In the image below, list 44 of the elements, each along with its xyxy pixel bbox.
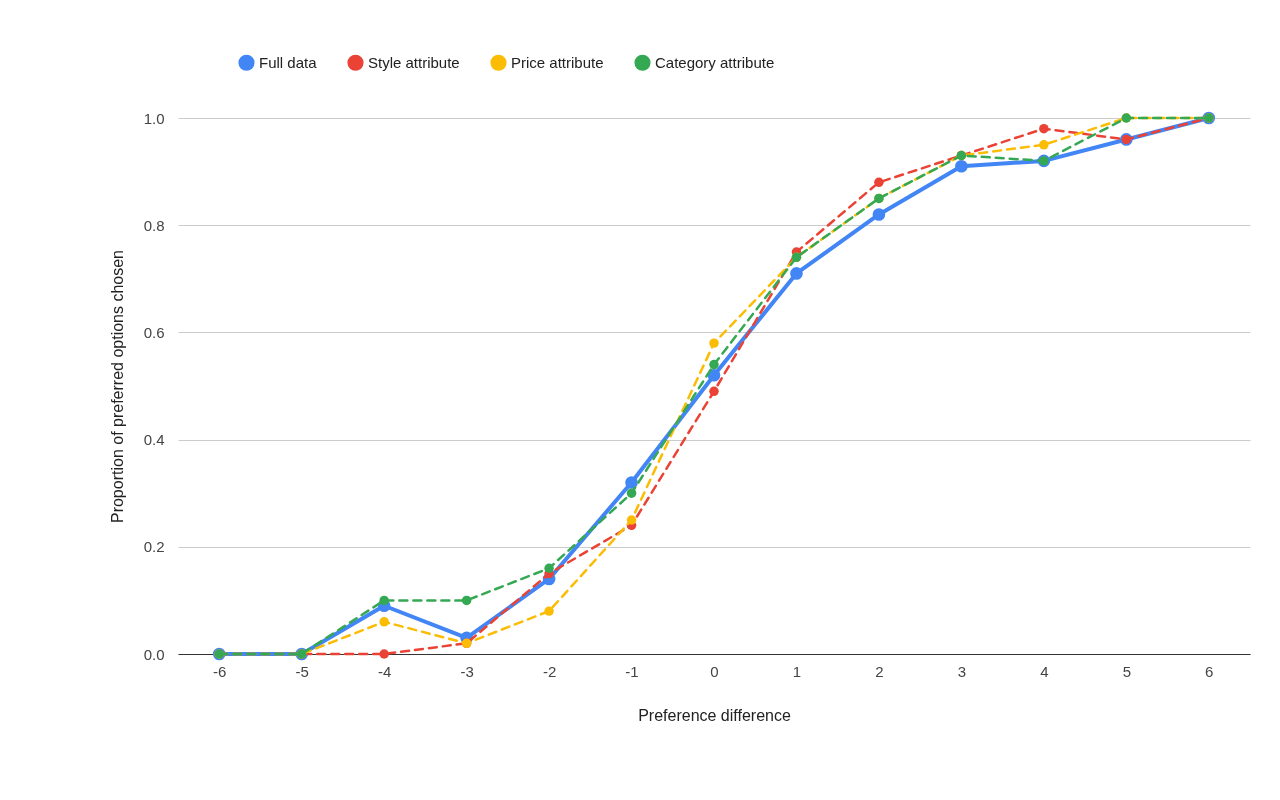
- x-tick-label: 0: [710, 662, 719, 680]
- point: [709, 338, 719, 348]
- legend-label: Category attribute: [655, 53, 775, 71]
- x-tick-label: 5: [1122, 662, 1131, 680]
- point: [379, 649, 389, 659]
- y-axis-title: Proportion of preferred options chosen: [108, 249, 126, 524]
- point: [625, 476, 638, 489]
- x-tick-label: -3: [460, 662, 474, 680]
- point: [626, 515, 637, 525]
- x-tick-label: 1: [792, 662, 802, 680]
- y-tick-label: 0.6: [143, 323, 165, 341]
- point: [461, 595, 472, 606]
- point: [544, 563, 554, 573]
- x-tick-label: 4: [1040, 662, 1049, 680]
- point: [379, 617, 389, 627]
- x-tick-label: -4: [377, 662, 392, 680]
- point: [707, 368, 721, 382]
- legend-label: Price attribute: [511, 53, 604, 71]
- point: [709, 386, 719, 397]
- legend-label: Full data: [259, 53, 318, 71]
- x-tick-label: 3: [957, 662, 967, 680]
- point: [1039, 123, 1049, 134]
- y-tick-label: 0.4: [143, 431, 165, 449]
- legend-label: Style attribute: [368, 53, 460, 71]
- y-tick-label: 1.0: [143, 109, 165, 127]
- x-tick-label: 6: [1205, 662, 1214, 680]
- point: [790, 267, 803, 280]
- point: [379, 595, 389, 606]
- x-tick-label: -1: [625, 662, 639, 680]
- x-tick-label: 2: [875, 662, 884, 680]
- x-tick-label: -6: [213, 662, 227, 680]
- y-tick-label: 0.8: [143, 216, 165, 234]
- point: [709, 359, 719, 370]
- point: [544, 606, 554, 616]
- x-tick-label: -5: [295, 662, 309, 680]
- point: [1039, 140, 1049, 150]
- y-tick-label: 0.0: [143, 645, 165, 663]
- point: [872, 208, 886, 221]
- point: [874, 177, 884, 188]
- point: [626, 488, 637, 498]
- point: [955, 159, 968, 173]
- y-tick-label: 0.2: [143, 538, 165, 556]
- x-tick-label: -2: [542, 662, 557, 680]
- x-axis-title: Preference difference: [638, 706, 791, 724]
